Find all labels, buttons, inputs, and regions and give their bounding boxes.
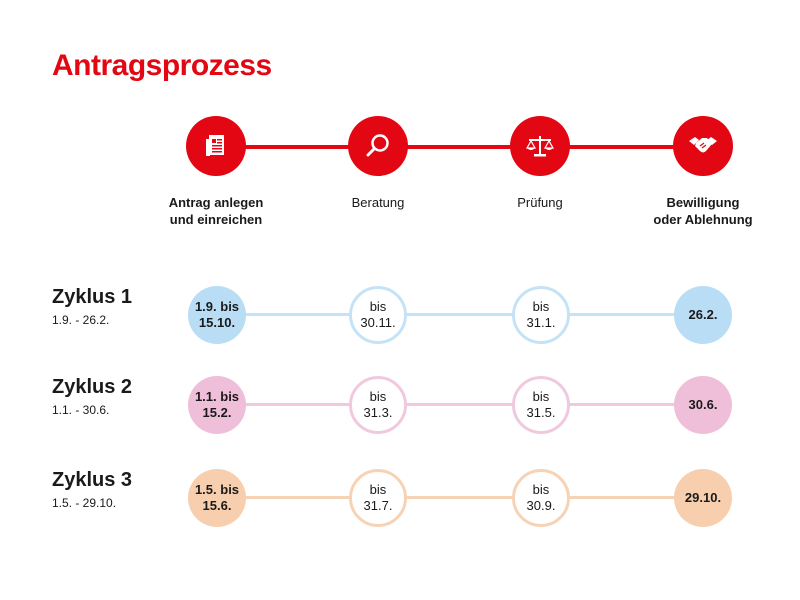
step-pruefung: Prüfung bbox=[460, 116, 620, 211]
cycle-node-pruefung: bis 30.9. bbox=[512, 469, 570, 527]
cycle-node-beratung: bis 31.3. bbox=[349, 376, 407, 434]
cycle-range: 1.1. - 30.6. bbox=[52, 403, 110, 417]
step-label: Antrag anlegen und einreichen bbox=[168, 195, 264, 227]
cycle-2: Zyklus 2 1.1. - 30.6. 1.1. bis 15.2. bis… bbox=[0, 376, 800, 446]
cycle-3: Zyklus 3 1.5. - 29.10. 1.5. bis 15.6. bi… bbox=[0, 469, 800, 539]
cycle-node-beratung: bis 31.7. bbox=[349, 469, 407, 527]
cycle-range: 1.5. - 29.10. bbox=[52, 496, 117, 510]
cycle-node-pruefung: bis 31.1. bbox=[512, 286, 570, 344]
cycle-node-beratung: bis 30.11. bbox=[349, 286, 407, 344]
cycle-node-end: 26.2. bbox=[674, 286, 732, 344]
process-line bbox=[215, 145, 703, 149]
cycle-node-start: 1.1. bis 15.2. bbox=[188, 376, 246, 434]
cycle-node-end: 30.6. bbox=[674, 376, 732, 434]
handshake-icon bbox=[673, 116, 733, 176]
cycle-node-start: 1.9. bis 15.10. bbox=[188, 286, 246, 344]
cycle-name: Zyklus 1 bbox=[52, 286, 133, 308]
page-title: Antragsprozess bbox=[52, 49, 272, 82]
cycle-line bbox=[215, 496, 703, 499]
cycle-node-end: 29.10. bbox=[674, 469, 732, 527]
step-antrag: Antrag anlegen und einreichen bbox=[136, 116, 296, 228]
step-beratung: Beratung bbox=[298, 116, 458, 211]
step-label: Prüfung bbox=[517, 195, 563, 210]
cycle-node-pruefung: bis 31.5. bbox=[512, 376, 570, 434]
document-icon bbox=[186, 116, 246, 176]
step-label: Beratung bbox=[351, 195, 405, 210]
cycle-1: Zyklus 1 1.9. - 26.2. 1.9. bis 15.10. bi… bbox=[0, 286, 800, 356]
scales-icon bbox=[510, 116, 570, 176]
step-label: Bewilligung oder Ablehnung bbox=[653, 195, 753, 227]
cycle-name: Zyklus 3 bbox=[52, 469, 133, 491]
step-bewilligung: Bewilligung oder Ablehnung bbox=[623, 116, 783, 228]
cycle-name: Zyklus 2 bbox=[52, 376, 133, 398]
cycle-node-start: 1.5. bis 15.6. bbox=[188, 469, 246, 527]
cycle-line bbox=[215, 313, 703, 316]
cycle-line bbox=[215, 403, 703, 406]
search-icon bbox=[348, 116, 408, 176]
cycle-range: 1.9. - 26.2. bbox=[52, 313, 110, 327]
